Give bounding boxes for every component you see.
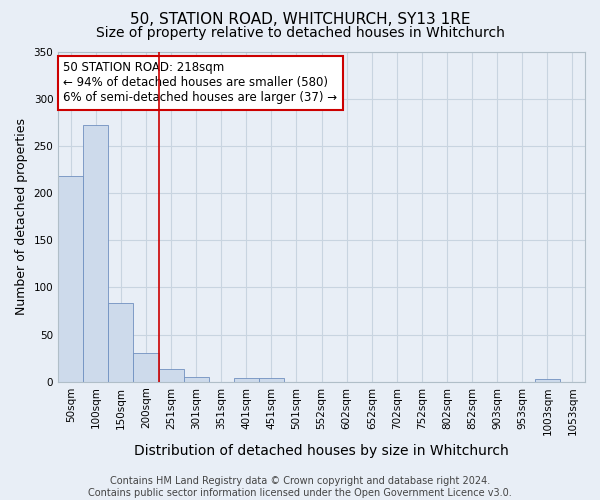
Bar: [234, 378, 259, 382]
Bar: [58, 176, 83, 382]
Bar: [83, 125, 109, 382]
Bar: [133, 354, 158, 382]
X-axis label: Distribution of detached houses by size in Whitchurch: Distribution of detached houses by size …: [134, 444, 509, 458]
Text: Contains HM Land Registry data © Crown copyright and database right 2024.
Contai: Contains HM Land Registry data © Crown c…: [88, 476, 512, 498]
Bar: [259, 378, 284, 382]
Bar: [535, 379, 560, 382]
Text: 50 STATION ROAD: 218sqm
← 94% of detached houses are smaller (580)
6% of semi-de: 50 STATION ROAD: 218sqm ← 94% of detache…: [64, 62, 338, 104]
Text: Size of property relative to detached houses in Whitchurch: Size of property relative to detached ho…: [95, 26, 505, 40]
Bar: [184, 377, 209, 382]
Y-axis label: Number of detached properties: Number of detached properties: [15, 118, 28, 315]
Text: 50, STATION ROAD, WHITCHURCH, SY13 1RE: 50, STATION ROAD, WHITCHURCH, SY13 1RE: [130, 12, 470, 28]
Bar: [158, 370, 184, 382]
Bar: [109, 304, 133, 382]
